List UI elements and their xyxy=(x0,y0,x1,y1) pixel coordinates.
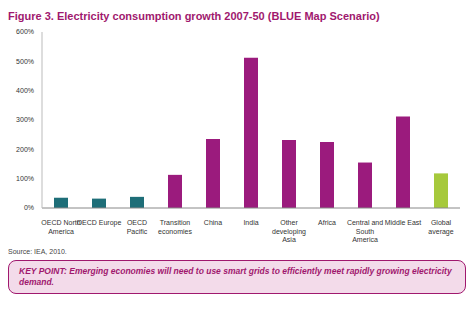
svg-text:300%: 300% xyxy=(16,116,34,123)
svg-text:400%: 400% xyxy=(16,87,34,94)
svg-text:Central andSouthAmerica: Central andSouthAmerica xyxy=(347,219,383,243)
svg-text:Middle East: Middle East xyxy=(385,219,422,226)
svg-text:India: India xyxy=(243,219,258,226)
svg-text:0%: 0% xyxy=(24,204,34,211)
html-text:KEY POINT: Emerging economies: KEY POINT: Emerging economies will need … xyxy=(19,266,452,287)
svg-text:600%: 600% xyxy=(16,28,34,35)
svg-text:500%: 500% xyxy=(16,58,34,65)
svg-text:Africa: Africa xyxy=(318,219,336,226)
svg-text:OtherdevelopingAsia: OtherdevelopingAsia xyxy=(272,219,306,243)
svg-text:OECDPacific: OECDPacific xyxy=(127,219,148,235)
svg-text:100%: 100% xyxy=(16,175,34,182)
svg-text:OECD Europe: OECD Europe xyxy=(77,219,122,227)
svg-text:Transitioneconomies: Transitioneconomies xyxy=(158,219,192,235)
svg-text:200%: 200% xyxy=(16,146,34,153)
svg-text:China: China xyxy=(204,219,222,226)
html-text:Source: IEA, 2010.: Source: IEA, 2010. xyxy=(8,248,67,255)
svg-text:Globalaverage: Globalaverage xyxy=(428,219,453,236)
svg-text:OECD NorthAmerica: OECD NorthAmerica xyxy=(41,219,80,235)
html-text:Figure 3. Electricity consumpt: Figure 3. Electricity consumption growth… xyxy=(8,10,380,22)
